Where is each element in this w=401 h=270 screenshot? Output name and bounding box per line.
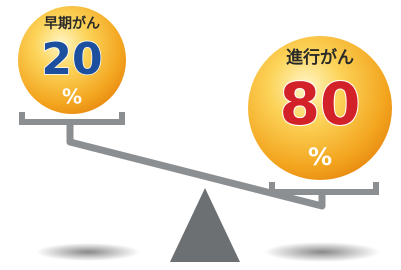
right-label: 進行がん [286,47,354,68]
left-unit: % [62,85,82,109]
fulcrum [170,188,240,262]
shadow [264,242,380,262]
right-unit: % [308,143,332,171]
balance-infographic: 早期がん 20 % 進行がん 80 % [0,0,401,270]
right-tray [272,182,376,192]
right-value: 80 [280,70,361,138]
shadow [36,243,140,261]
left-label: 早期がん [44,15,100,32]
left-value: 20 [41,34,102,85]
